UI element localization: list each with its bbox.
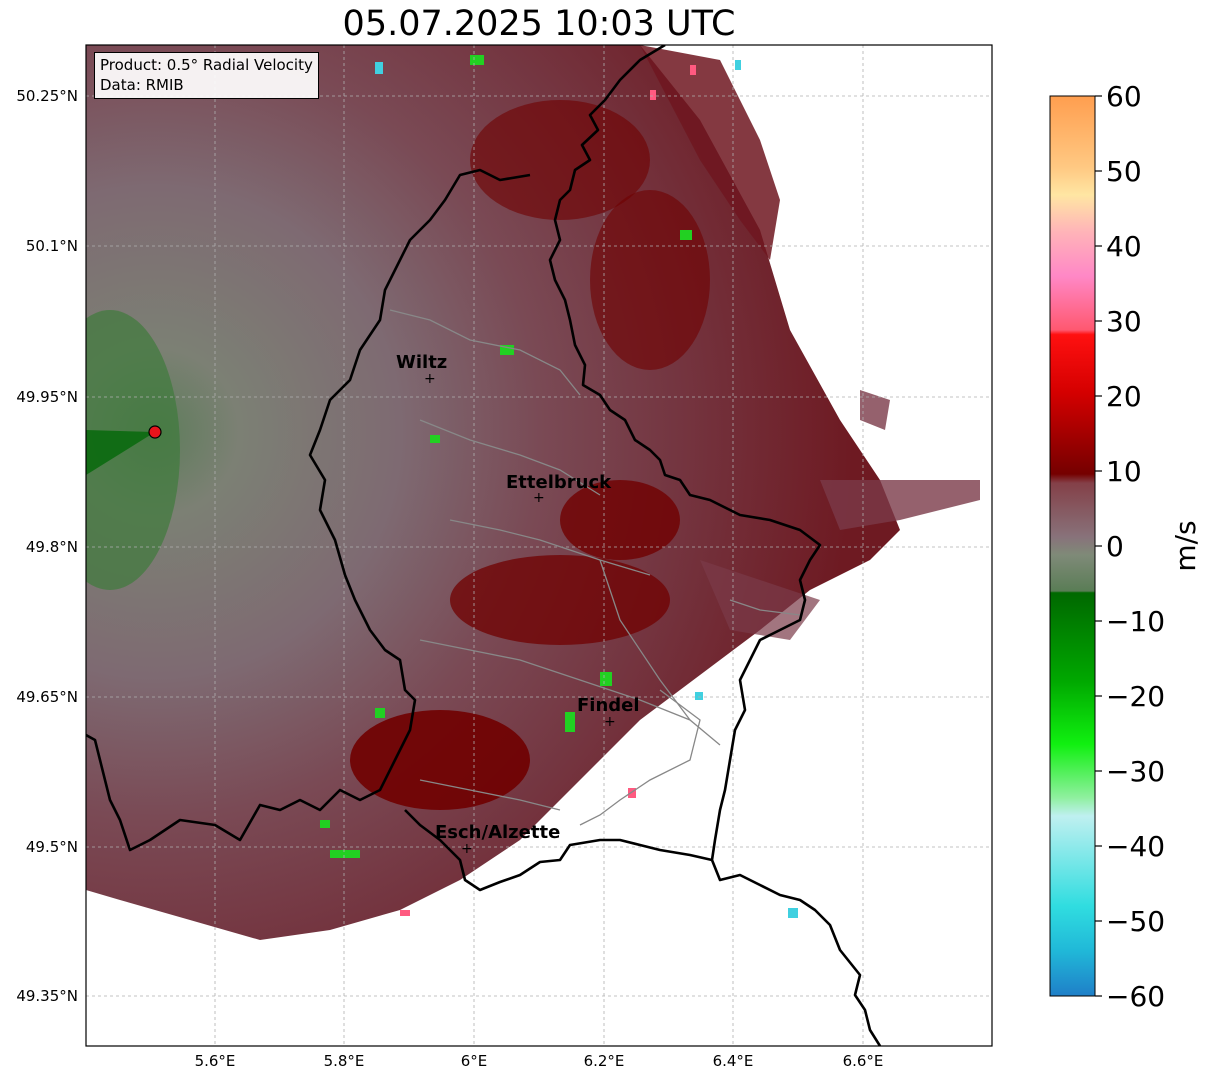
colorbar-tick-label: 50 [1106,155,1142,188]
colorbar-tick-label: 10 [1106,455,1142,488]
district-boundaries [389,309,801,826]
city-marker-ettelbruck: + [533,490,545,506]
lat-tick-label: 50.25°N [16,87,78,105]
colorbar-tick-label: −10 [1106,605,1165,638]
city-label-wiltz: Wiltz [396,352,447,373]
product-info-box: Product: 0.5° Radial Velocity Data: RMIB [94,52,319,99]
lon-tick-label: 6.4°E [713,1052,754,1070]
lat-tick-label: 49.8°N [26,538,78,556]
city-label-esch-alzette: Esch/Alzette [435,822,560,843]
colorbar-tick-label: −50 [1106,905,1165,938]
city-marker-findel: + [604,714,616,730]
lon-tick-label: 6°E [461,1052,488,1070]
map-frame [85,44,993,1047]
city-marker-wiltz: + [424,371,436,387]
velocity-colorbar: 60 50 40 30 20 10 0 −10 −20 −30 −40 −50 … [1049,80,1202,1013]
latitude-tick-labels: 50.25°N 50.1°N 49.95°N 49.8°N 49.65°N 49… [16,87,78,1005]
lat-tick-label: 49.65°N [16,688,78,706]
colorbar-tick-label: −40 [1106,830,1165,863]
colorbar-tick-label: −30 [1106,755,1165,788]
colorbar-tick-label: 40 [1106,230,1142,263]
colorbar-scale [1049,95,1096,997]
colorbar-unit-label: m/s [1169,520,1202,571]
colorbar-tick-label: −60 [1106,980,1165,1013]
lat-tick-label: 49.95°N [16,388,78,406]
colorbar-tick-label: −20 [1106,680,1165,713]
lon-tick-label: 5.6°E [195,1052,236,1070]
country-borders [86,45,882,1046]
city-markers: Wiltz + Ettelbruck + Findel + Esch/Alzet… [396,352,640,857]
lon-tick-label: 6.2°E [584,1052,625,1070]
lat-tick-label: 49.35°N [16,987,78,1005]
map-title: 05.07.2025 10:03 UTC [342,4,736,44]
colorbar-tick-label: 30 [1106,305,1142,338]
data-source-label: Data: RMIB [100,76,184,94]
longitude-tick-labels: 5.6°E 5.8°E 6°E 6.2°E 6.4°E 6.6°E [195,1052,884,1070]
lon-tick-label: 5.8°E [324,1052,365,1070]
city-label-ettelbruck: Ettelbruck [506,472,612,493]
lat-tick-label: 49.5°N [26,838,78,856]
radar-velocity-field [86,45,980,940]
lat-tick-label: 50.1°N [26,237,78,255]
city-marker-esch-alzette: + [461,841,473,857]
colorbar-tick-label: 60 [1106,80,1142,113]
city-label-findel: Findel [577,695,640,716]
colorbar-tick-label: 0 [1106,530,1124,563]
colorbar-tick-label: 20 [1106,380,1142,413]
product-label: Product: 0.5° Radial Velocity [100,56,313,74]
lon-tick-label: 6.6°E [843,1052,884,1070]
radar-site-marker [148,425,162,439]
